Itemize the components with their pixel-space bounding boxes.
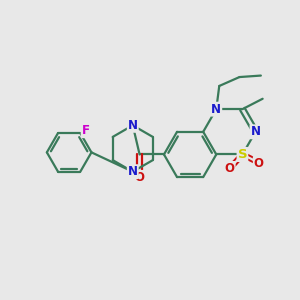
Text: N: N	[250, 125, 260, 138]
Text: F: F	[82, 124, 90, 137]
Text: O: O	[225, 162, 235, 175]
Text: N: N	[211, 103, 221, 116]
Text: N: N	[128, 119, 138, 132]
Text: N: N	[128, 165, 138, 178]
Text: O: O	[135, 171, 145, 184]
Text: O: O	[254, 157, 264, 170]
Text: S: S	[238, 148, 247, 161]
